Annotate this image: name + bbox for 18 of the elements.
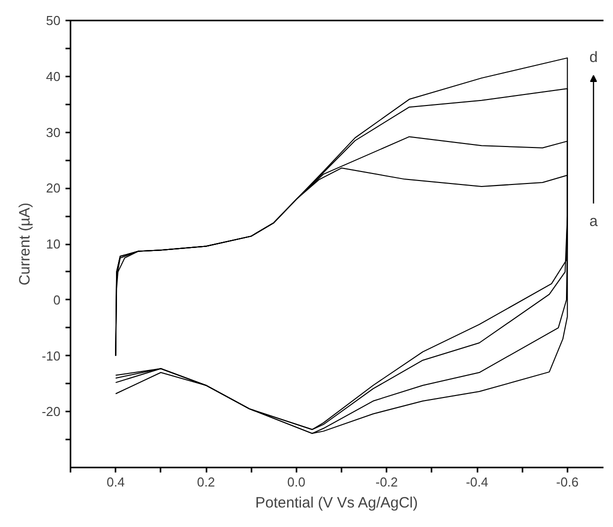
y-tick-label: -10 [42, 348, 61, 364]
x-tick-label: 0.0 [287, 474, 306, 490]
y-tick-label: 10 [46, 236, 61, 252]
y-tick-label: 20 [46, 180, 61, 196]
y-axis-title: Current (µA) [16, 202, 34, 286]
x-tick-label: -0.6 [556, 474, 579, 490]
y-tick-label: 50 [46, 13, 61, 28]
x-axis-title: Potential (V Vs Ag/AgCl) [255, 494, 418, 512]
x-tick-label: -0.2 [375, 474, 398, 490]
x-tick-label: 0.4 [106, 474, 125, 490]
y-tick-label: -20 [42, 404, 61, 420]
y-tick-label: 30 [46, 124, 61, 140]
y-tick-label: 0 [53, 292, 61, 308]
annotation: a [589, 213, 598, 230]
annotation: d [589, 49, 598, 66]
x-tick-label: -0.4 [466, 474, 488, 490]
x-tick-label: 0.2 [196, 474, 216, 490]
y-tick-label: 40 [46, 68, 61, 84]
